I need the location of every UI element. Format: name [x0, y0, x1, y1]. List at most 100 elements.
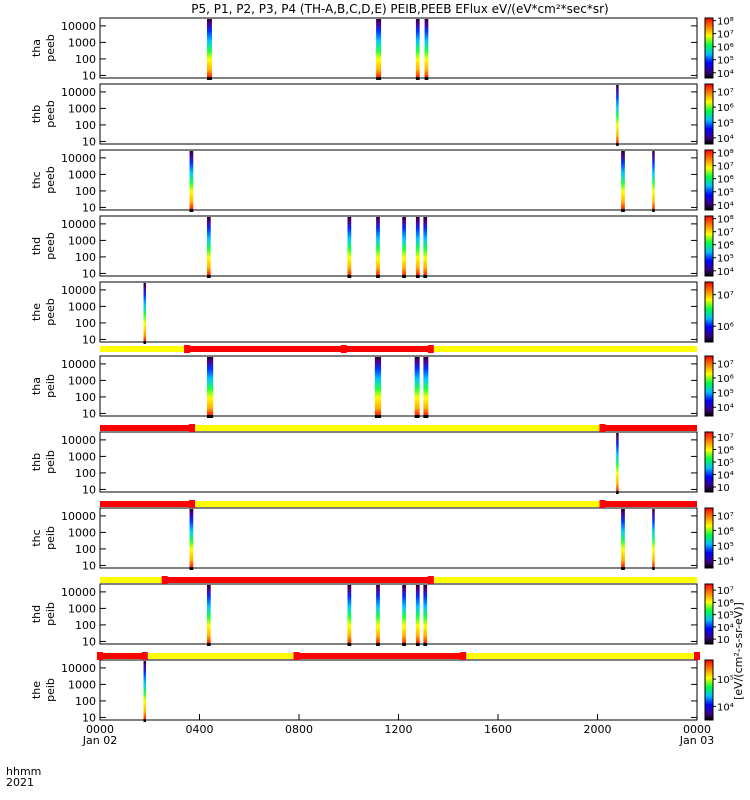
colorbar-tick-label: 10⁸ — [717, 149, 734, 160]
panel-thb-peeb: 10 100 1000 10000 thb peeb 10⁴ 10⁵ 10⁶ 10⁷ — [30, 84, 734, 148]
mode-bar-marker — [428, 345, 434, 353]
x-tick-label: 1600 — [484, 723, 512, 736]
colorbar-tick-label: 10⁶ — [717, 43, 734, 54]
x-tick-label: 1200 — [385, 723, 413, 736]
mode-bar-marker — [341, 345, 347, 353]
mode-bar-marker — [428, 576, 434, 584]
spectrogram-burst — [348, 585, 352, 643]
colorbar-tick-label: 10⁵ — [717, 188, 734, 199]
y-tick-label: 100 — [75, 695, 96, 708]
colorbar-tick-label: 10⁴ — [717, 702, 734, 713]
panel-frame — [100, 216, 697, 276]
spectrogram-burst — [616, 85, 618, 143]
spectrogram-burst — [207, 585, 211, 643]
y-tick-label: 10000 — [61, 284, 96, 297]
panel-species-label: peib — [44, 374, 57, 398]
panel-species-label: peib — [44, 526, 57, 550]
colorbar — [705, 84, 713, 144]
x-date-label: Jan 03 — [679, 734, 714, 747]
colorbar-tick-label: 10⁷ — [717, 30, 734, 41]
panel-species-label: peeb — [44, 166, 57, 194]
y-tick-label: 10 — [82, 483, 96, 496]
spectrogram-burst — [376, 19, 381, 77]
x-tick-label: 0400 — [186, 723, 214, 736]
mode-bar-segment — [165, 577, 431, 583]
spectrogram-burst — [416, 19, 420, 77]
colorbar — [705, 18, 713, 78]
panel-frame — [100, 18, 697, 78]
spectrogram-burst — [375, 357, 381, 415]
mode-bar-marker — [189, 424, 195, 432]
panel-the-peeb: 10100100010000the peeb10⁶10⁷ — [30, 282, 734, 346]
y-tick-label: 10 — [82, 333, 96, 346]
panel-frame — [100, 432, 697, 492]
mode-bar-segment — [187, 346, 431, 352]
mode-bar-segment — [463, 653, 697, 659]
colorbar-tick-label: 10⁷ — [717, 433, 734, 444]
x-axis: 0000 0400 0800 1200 1600 2000 0000Jan 02 Jan 03 — [82, 714, 714, 747]
colorbar — [705, 356, 713, 416]
colorbar-tick-label: 10⁵ — [717, 389, 734, 400]
panel-species-label: peeb — [44, 100, 57, 128]
panel-probe-label: thb — [30, 105, 43, 123]
panel-thd-peib: 10 100 1000 10000 thd peib 10⁳10⁴10⁵ 10⁶10⁷ — [30, 584, 734, 648]
y-tick-label: 1000 — [68, 36, 96, 49]
mode-bar-marker — [294, 652, 300, 660]
y-tick-label: 10 — [82, 69, 96, 82]
mode-bar-marker — [184, 345, 190, 353]
panel-probe-label: thb — [30, 453, 43, 471]
mode-bar-marker — [189, 500, 195, 508]
colorbar — [705, 584, 713, 644]
colorbar-tick-label: 10⁴ — [717, 557, 734, 568]
y-tick-label: 1000 — [68, 526, 96, 539]
colorbar — [705, 216, 713, 276]
mode-bar-segment — [100, 653, 145, 659]
y-tick-label: 10000 — [61, 434, 96, 447]
mode-bar-5 — [97, 652, 700, 660]
panels-group: 10100100010000tha peeb10⁴10⁵10⁶10⁷10⁸1010… — [30, 17, 734, 725]
x-axis-left-label-year: 2021 — [6, 776, 34, 789]
spectrogram-burst — [616, 433, 618, 491]
mode-bar-segment — [100, 501, 192, 507]
spectrogram-burst — [621, 151, 625, 209]
colorbar-tick-label: 10⁸ — [717, 215, 734, 226]
y-tick-label: 10 — [82, 267, 96, 280]
y-tick-label: 100 — [75, 391, 96, 404]
mode-bar-segment — [602, 501, 697, 507]
panel-probe-label: thd — [30, 237, 43, 255]
mode-bar-segment — [145, 653, 297, 659]
y-tick-label: 100 — [75, 619, 96, 632]
mode-bar-segment — [100, 346, 187, 352]
spectrogram-burst — [144, 283, 146, 341]
colorbar-tick-label: 10⁷ — [717, 228, 734, 239]
y-tick-label: 10000 — [61, 20, 96, 33]
y-tick-label: 100 — [75, 543, 96, 556]
colorbar-tick-label: 10⁵ — [717, 458, 734, 469]
panel-thc-peeb: 10100100010000thc peeb10⁴10⁵10⁶10⁷10⁸ — [30, 149, 734, 215]
spectrogram-burst — [207, 217, 211, 275]
mode-bar-4 — [100, 576, 697, 584]
spectrogram-burst — [402, 217, 406, 275]
y-tick-label: 100 — [75, 119, 96, 132]
panel-tha-peib: 10 100 1000 10000 tha peib 10⁴ 10⁵ 10⁶ 10⁷ — [30, 356, 734, 420]
mode-bar-marker — [97, 652, 103, 660]
spectrogram-burst — [402, 585, 406, 643]
colorbar-tick-label: 10⁷ — [717, 291, 734, 302]
spectrogram-burst — [423, 217, 427, 275]
y-tick-label: 100 — [75, 317, 96, 330]
colorbar — [705, 282, 713, 342]
y-tick-label: 100 — [75, 185, 96, 198]
panel-probe-label: thd — [30, 605, 43, 623]
spectrogram-burst — [425, 19, 429, 77]
spectrogram-burst — [190, 151, 194, 209]
colorbar — [705, 432, 713, 492]
y-tick-label: 10000 — [61, 358, 96, 371]
colorbar-tick-label: 10⁵ — [717, 56, 734, 67]
colorbar — [705, 150, 713, 210]
mode-bar-segment — [100, 577, 165, 583]
colorbar-tick-label: 10⁵ — [717, 118, 734, 129]
panel-species-label: peib — [44, 450, 57, 474]
y-tick-label: 10000 — [61, 662, 96, 675]
chart-title: P5, P1, P2, P3, P4 (TH-A,B,C,D,E) PEIB,P… — [191, 2, 608, 16]
